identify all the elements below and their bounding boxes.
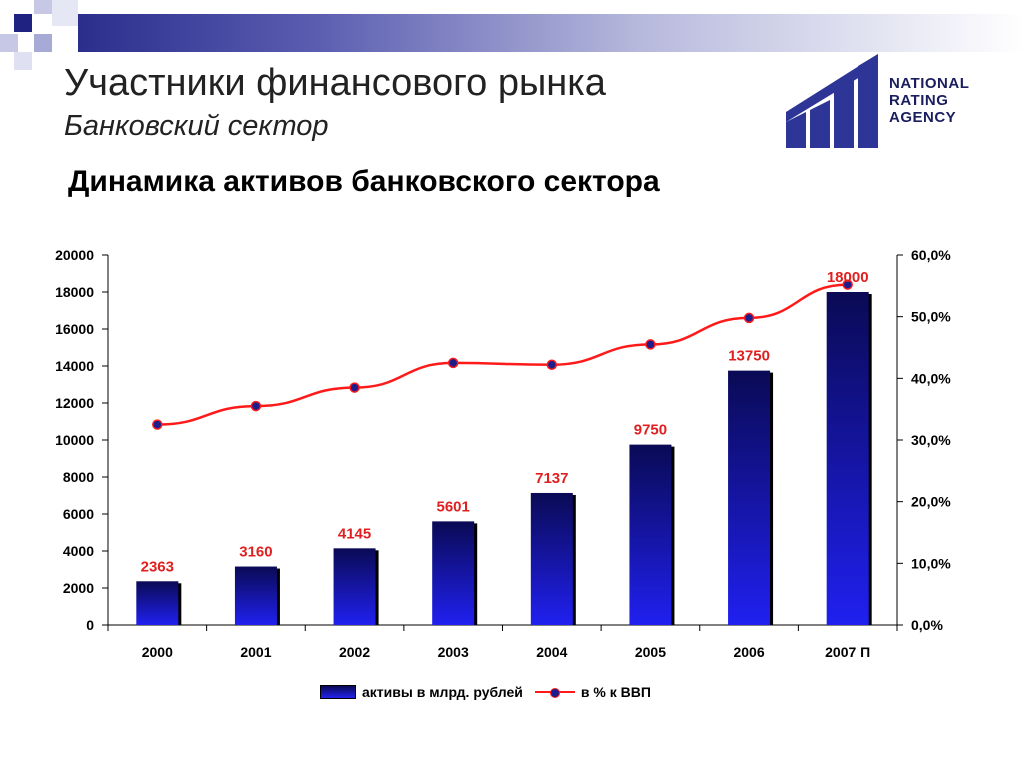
bar	[728, 370, 771, 625]
left-axis-tick-label: 8000	[63, 469, 94, 485]
left-axis-tick-label: 16000	[55, 321, 94, 337]
right-axis-tick-label: 40,0%	[911, 370, 951, 386]
bar	[629, 444, 672, 625]
x-axis-tick-label: 2004	[536, 644, 567, 660]
left-axis-tick-label: 20000	[55, 247, 94, 263]
bar	[234, 566, 277, 625]
x-axis-tick-label: 2007 П	[825, 644, 870, 660]
right-axis-tick-label: 0,0%	[911, 617, 943, 633]
legend-bar-label: активы в млрд. рублей	[362, 684, 523, 700]
page-title: Участники финансового рынка	[64, 62, 606, 104]
line-path	[157, 283, 848, 426]
left-axis-tick-label: 18000	[55, 284, 94, 300]
page-subtitle: Банковский сектор	[64, 110, 329, 142]
x-axis-tick-label: 2006	[733, 644, 764, 660]
chart-title: Динамика активов банковского сектора	[68, 165, 660, 198]
logo-line-3: AGENCY	[889, 109, 957, 126]
logo-text: NATIONAL RATING AGENCY	[889, 75, 969, 126]
bar	[333, 548, 376, 625]
bar	[136, 581, 179, 625]
bar	[826, 292, 869, 625]
line-point	[349, 382, 360, 393]
nra-logo-icon	[786, 54, 878, 148]
x-axis-tick-label: 2000	[142, 644, 173, 660]
bar-data-label: 9750	[634, 422, 667, 439]
logo-line-2: RATING	[889, 92, 949, 109]
left-axis-tick-label: 6000	[63, 506, 94, 522]
line-point	[152, 419, 163, 430]
x-axis-tick-label: 2005	[635, 644, 666, 660]
data-labels: 2363 3160 4145 5601 7137 9750 13750 18000	[141, 269, 869, 575]
line-point	[546, 359, 558, 371]
bar-data-label: 7137	[535, 470, 568, 487]
bar	[432, 521, 475, 625]
left-axis-tick-label: 10000	[55, 432, 94, 448]
line-series	[152, 279, 853, 430]
bar	[530, 492, 573, 625]
header-gradient-band	[78, 14, 1024, 52]
line-point	[447, 357, 459, 369]
line-point	[645, 339, 656, 350]
line-point	[250, 400, 262, 412]
legend-line-label: в % к ВВП	[580, 684, 651, 700]
bar-series	[136, 292, 872, 625]
corner-square-1	[14, 14, 32, 32]
right-axis-tick-label: 60,0%	[911, 247, 951, 263]
left-axis-tick-label: 14000	[55, 358, 94, 374]
x-axis-tick-label: 2003	[438, 644, 469, 660]
left-axis-tick-label: 4000	[63, 543, 94, 559]
right-axis-tick-label: 10,0%	[911, 555, 951, 571]
corner-square-6	[14, 52, 32, 70]
line-point	[743, 312, 755, 324]
chart-legend: активы в млрд. рублей в % к ВВП	[320, 684, 651, 700]
bar-data-label: 13750	[728, 348, 770, 365]
right-axis-tick-label: 30,0%	[911, 432, 951, 448]
corner-square-3	[52, 0, 78, 26]
legend-bar-swatch	[320, 685, 356, 699]
bar-data-label: 18000	[827, 269, 869, 286]
chart-axes: 0 2000 4000 6000 8000 10000 12000 14000 16000 180…	[55, 247, 951, 660]
right-axis-tick-label: 20,0%	[911, 494, 951, 510]
x-axis-tick-label: 2002	[339, 644, 370, 660]
corner-square-2	[34, 0, 52, 14]
left-axis-tick-label: 0	[86, 617, 94, 633]
legend-line-swatch	[534, 686, 575, 698]
left-axis-tick-label: 12000	[55, 395, 94, 411]
bar-data-label: 2363	[141, 558, 174, 575]
right-axis-tick-label: 50,0%	[911, 309, 951, 325]
corner-square-5	[34, 34, 52, 52]
bar-data-label: 5601	[437, 498, 470, 515]
corner-square-4	[0, 34, 18, 52]
x-axis-tick-label: 2001	[240, 644, 271, 660]
left-axis-tick-label: 2000	[63, 580, 94, 596]
bar-data-label: 3160	[239, 544, 272, 561]
logo-line-1: NATIONAL	[889, 75, 970, 92]
line-point	[842, 279, 853, 290]
bar-data-label: 4145	[338, 525, 371, 542]
